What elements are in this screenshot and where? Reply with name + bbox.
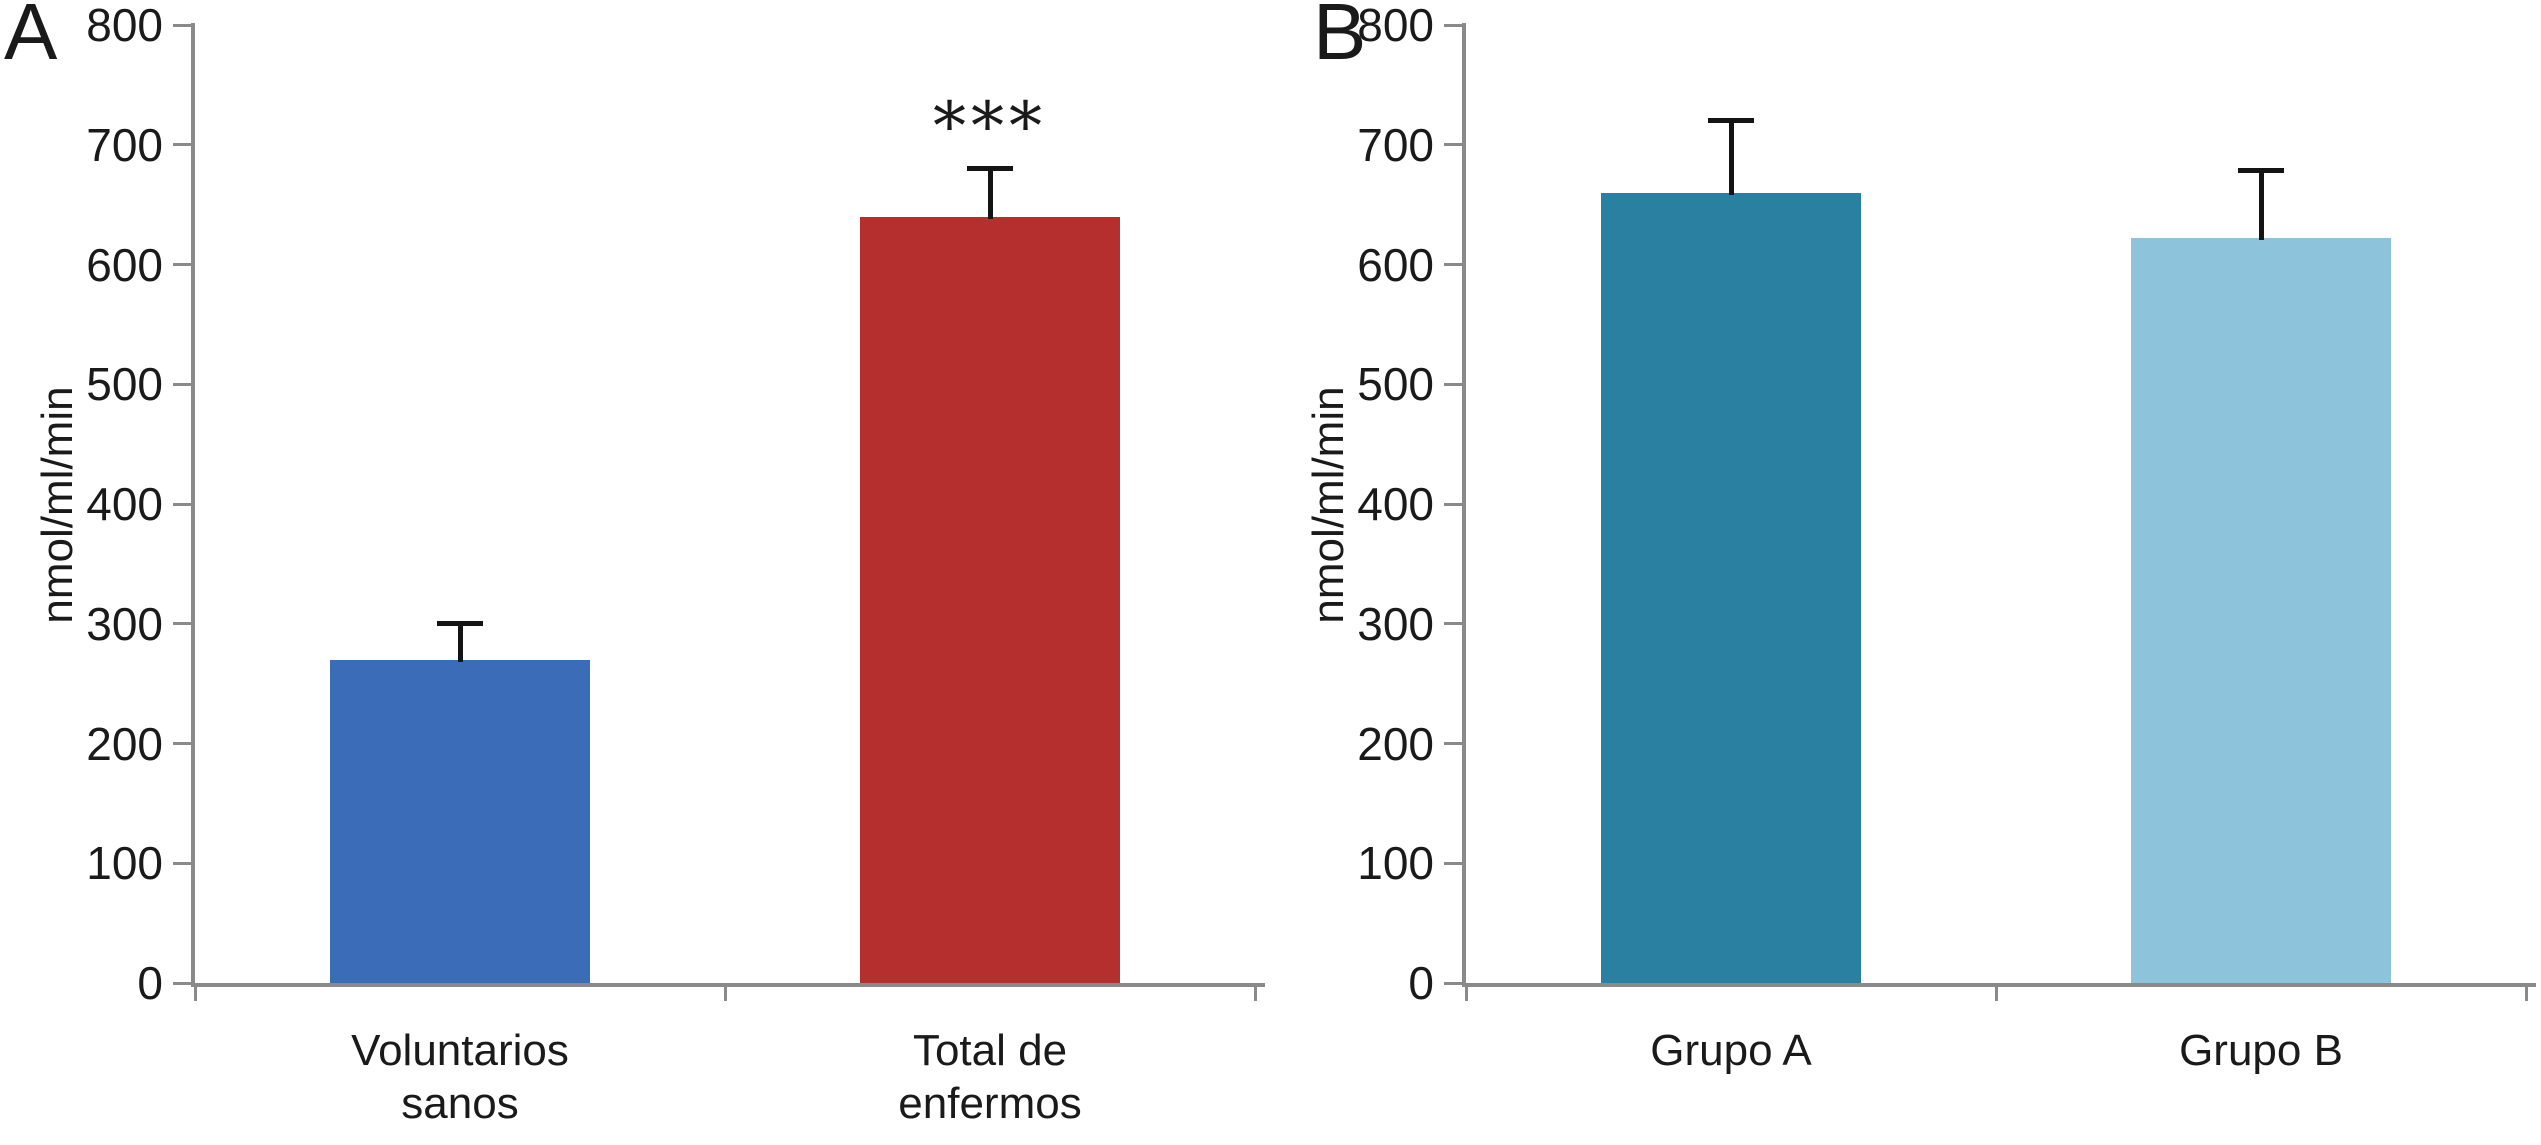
y-axis-tick-label: 0	[137, 957, 163, 1009]
y-axis-tick	[1444, 263, 1462, 266]
y-axis-tick	[1444, 143, 1462, 147]
error-bar-whisker	[457, 623, 463, 662]
y-axis-tick-label: 300	[86, 597, 163, 650]
y-axis-tick-label: 400	[86, 478, 163, 530]
x-axis-tick	[1253, 987, 1257, 1001]
bar	[860, 216, 1120, 983]
bar	[2131, 238, 2391, 983]
y-axis-tick	[173, 981, 191, 985]
x-axis-tick	[1994, 987, 1998, 1001]
error-bar-cap	[437, 620, 483, 626]
panel-b-y-axis-title: nmol/ml/min	[1304, 386, 1353, 624]
x-category-label-line: enfermos	[898, 1078, 1082, 1128]
y-axis-tick-label: 600	[1357, 238, 1434, 291]
error-bar-whisker	[987, 168, 993, 219]
error-bar-whisker	[2258, 171, 2264, 241]
y-axis-tick-label: 500	[86, 358, 163, 411]
panel-b: B nmol/ml/min 0 100 200 300 400 500 600 700 800 G…	[1271, 0, 2541, 1145]
x-axis-tick	[193, 987, 197, 1001]
x-category-label: Total de enfermos	[898, 1025, 1081, 1131]
bar	[330, 659, 590, 983]
y-axis-tick-label: 800	[86, 0, 163, 51]
y-axis-tick	[1444, 622, 1462, 626]
x-category-label-line: Voluntarios	[351, 1026, 569, 1075]
y-axis-tick	[173, 382, 191, 386]
y-axis-tick	[1444, 861, 1462, 865]
error-bar-cap	[2238, 168, 2284, 174]
x-axis-tick	[2524, 987, 2528, 1001]
x-category-label: Grupo B	[2179, 1025, 2343, 1078]
y-axis-tick	[173, 143, 191, 147]
panel-b-letter: B	[1313, 0, 1367, 76]
bar	[1601, 192, 1861, 983]
y-axis-tick-label: 600	[86, 238, 163, 291]
error-bar-cap	[967, 165, 1013, 171]
panel-a-plot-area: 0 100 200 300 400 500 600 700 800 Voluntarios sano…	[86, 2, 1265, 1128]
x-axis-tick	[1464, 987, 1468, 1001]
y-axis-tick-label: 500	[1357, 358, 1434, 411]
x-category-label-line: sanos	[401, 1078, 519, 1128]
y-axis-tick-label: 100	[1357, 837, 1434, 890]
panel-a-letter: A	[4, 0, 58, 76]
y-axis-tick	[1444, 981, 1462, 985]
y-axis-tick	[173, 861, 191, 865]
x-axis-tick	[723, 987, 727, 1001]
y-axis-tick-label: 800	[1357, 0, 1434, 51]
x-axis-line	[1462, 983, 2536, 987]
y-axis-tick	[1444, 23, 1462, 27]
x-category-label: Voluntarios sanos	[351, 1025, 569, 1131]
y-axis-tick	[173, 622, 191, 626]
y-axis-tick	[1444, 502, 1462, 506]
y-axis-tick-label: 0	[1408, 957, 1434, 1009]
x-category-label-line: Grupo A	[1650, 1026, 1812, 1075]
x-category-label-line: Total de	[912, 1026, 1068, 1075]
y-axis-line	[191, 23, 195, 987]
y-axis-tick	[173, 742, 191, 745]
panel-a: A nmol/ml/min 0 100 200 300 400 500 600 700 800 V…	[0, 0, 1270, 1145]
y-axis-tick-label: 700	[1357, 118, 1434, 171]
x-category-label-line: Grupo B	[2179, 1026, 2343, 1075]
x-category-label: Grupo A	[1650, 1025, 1811, 1078]
error-bar-cap	[1708, 117, 1754, 123]
y-axis-tick	[1444, 382, 1462, 386]
y-axis-tick-label: 100	[86, 837, 163, 890]
y-axis-tick	[1444, 742, 1462, 745]
y-axis-tick-label: 200	[86, 717, 163, 770]
error-bar-whisker	[1728, 120, 1734, 195]
panel-a-y-axis-title: nmol/ml/min	[33, 386, 82, 624]
y-axis-tick-label: 300	[1357, 597, 1434, 650]
y-axis-tick	[173, 23, 191, 27]
panel-b-plot-area: 0 100 200 300 400 500 600 700 800 Grupo A Grupo B	[1357, 2, 2536, 1075]
y-axis-line	[1462, 23, 1466, 987]
y-axis-tick	[173, 502, 191, 506]
y-axis-tick-label: 200	[1357, 717, 1434, 770]
y-axis-tick	[173, 263, 191, 266]
y-axis-tick-label: 400	[1357, 478, 1434, 530]
y-axis-tick-label: 700	[86, 118, 163, 171]
x-axis-line	[191, 983, 1265, 987]
significance-annotation: ***	[933, 87, 1047, 165]
